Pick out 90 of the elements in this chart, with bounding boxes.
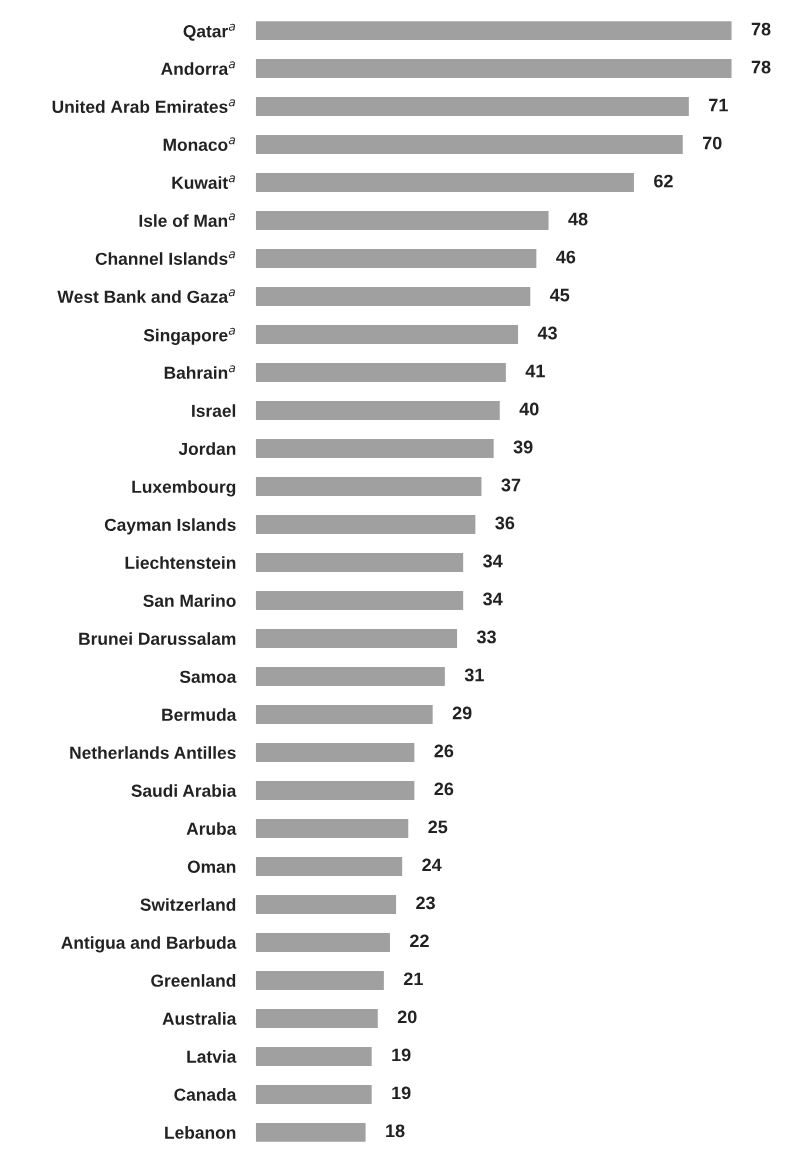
data-label: 23 bbox=[416, 896, 435, 910]
data-label: 71 bbox=[709, 98, 728, 112]
data-label: 48 bbox=[568, 212, 588, 226]
data-label: 45 bbox=[549, 288, 570, 302]
y-tick-label: Israel bbox=[192, 404, 236, 417]
bar bbox=[255, 1046, 372, 1066]
bar bbox=[255, 553, 464, 572]
data-label: 25 bbox=[428, 820, 448, 834]
data-label: 18 bbox=[386, 1124, 405, 1138]
bar bbox=[255, 780, 415, 800]
y-tick-label: Liechtenstein bbox=[125, 556, 236, 569]
bar bbox=[255, 1084, 372, 1104]
y-tick-label: Channel Islands$^{a}$ bbox=[95, 251, 235, 265]
data-label: 31 bbox=[464, 668, 484, 682]
bar bbox=[255, 363, 506, 383]
bar bbox=[255, 135, 683, 155]
y-tick-label: Saudi Arabia bbox=[131, 784, 237, 797]
data-label: 33 bbox=[476, 630, 496, 644]
bar bbox=[255, 249, 537, 269]
y-tick-label: Cayman Islands bbox=[104, 518, 236, 535]
y-tick-label: Qatar$^{a}$ bbox=[183, 23, 236, 41]
y-tick-label: Luxembourg bbox=[132, 480, 236, 497]
bar bbox=[255, 666, 445, 686]
data-label: 62 bbox=[654, 174, 673, 188]
bar bbox=[255, 439, 494, 459]
bar bbox=[255, 591, 464, 610]
data-label: 26 bbox=[434, 744, 454, 758]
bar bbox=[255, 1122, 366, 1142]
data-label: 39 bbox=[513, 440, 533, 454]
data-label: 20 bbox=[397, 1010, 417, 1024]
bar bbox=[255, 970, 384, 990]
y-tick-label: Latvia bbox=[187, 1050, 237, 1063]
bar bbox=[255, 818, 409, 838]
data-label: 78 bbox=[751, 60, 771, 74]
data-label: 34 bbox=[483, 592, 503, 606]
y-tick-label: Jordan bbox=[178, 442, 236, 455]
bar bbox=[255, 932, 390, 952]
y-tick-label: Australia bbox=[162, 1012, 237, 1025]
y-tick-label: Isle of Man$^{a}$ bbox=[139, 213, 235, 227]
y-tick-label: Lebanon bbox=[165, 1126, 236, 1139]
data-label: 34 bbox=[483, 554, 503, 568]
bar bbox=[255, 173, 634, 193]
y-tick-label: Antigua and Barbuda bbox=[61, 936, 237, 953]
bar bbox=[255, 628, 458, 648]
bar bbox=[255, 894, 397, 914]
bar bbox=[255, 401, 500, 421]
bar bbox=[255, 325, 519, 345]
y-tick-label: Andorra$^{a}$ bbox=[161, 61, 235, 75]
y-tick-label: Switzerland bbox=[140, 898, 236, 911]
data-label: 26 bbox=[434, 782, 454, 796]
y-tick-label: Aruba bbox=[186, 822, 237, 835]
bar bbox=[255, 704, 433, 724]
y-tick-label: Greenland bbox=[151, 974, 236, 987]
data-label: 41 bbox=[525, 364, 545, 378]
y-tick-label: Bahrain$^{a}$ bbox=[164, 365, 236, 379]
bar bbox=[255, 97, 689, 117]
y-tick-label: Netherlands Antilles bbox=[70, 746, 236, 759]
data-label: 78 bbox=[751, 22, 771, 36]
y-tick-label: Brunei Darussalam bbox=[79, 632, 236, 645]
y-tick-label: Oman bbox=[187, 860, 236, 873]
y-tick-label: Samoa bbox=[179, 670, 237, 683]
bar bbox=[255, 1008, 378, 1028]
bar bbox=[255, 742, 415, 762]
y-tick-label: West Bank and Gaza$^{a}$ bbox=[57, 289, 235, 303]
data-label: 24 bbox=[422, 858, 442, 872]
data-label: 36 bbox=[495, 516, 515, 530]
bar bbox=[255, 287, 531, 307]
data-label: 19 bbox=[392, 1086, 411, 1100]
y-tick-label: Canada bbox=[174, 1088, 237, 1101]
data-label: 40 bbox=[519, 402, 539, 416]
data-label: 70 bbox=[702, 136, 722, 150]
y-tick-label: Bermuda bbox=[162, 708, 237, 721]
bar bbox=[255, 211, 549, 231]
bar bbox=[255, 59, 732, 79]
y-tick-label: Singapore$^{a}$ bbox=[143, 327, 235, 345]
data-label: 43 bbox=[537, 326, 557, 340]
data-label: 37 bbox=[501, 478, 521, 492]
data-label: 21 bbox=[403, 972, 423, 986]
y-tick-label: Kuwait$^{a}$ bbox=[172, 175, 235, 189]
bar bbox=[255, 21, 732, 41]
y-tick-label: Monaco$^{a}$ bbox=[163, 137, 235, 151]
bar bbox=[255, 477, 482, 497]
data-label: 29 bbox=[452, 706, 472, 720]
data-label: 46 bbox=[556, 250, 576, 264]
bar bbox=[255, 515, 476, 535]
data-label: 22 bbox=[410, 934, 429, 948]
y-tick-label: San Marino bbox=[143, 594, 236, 607]
data-label: 19 bbox=[392, 1048, 411, 1062]
bar bbox=[255, 856, 403, 876]
y-tick-label: United Arab Emirates$^{a}$ bbox=[52, 99, 235, 113]
